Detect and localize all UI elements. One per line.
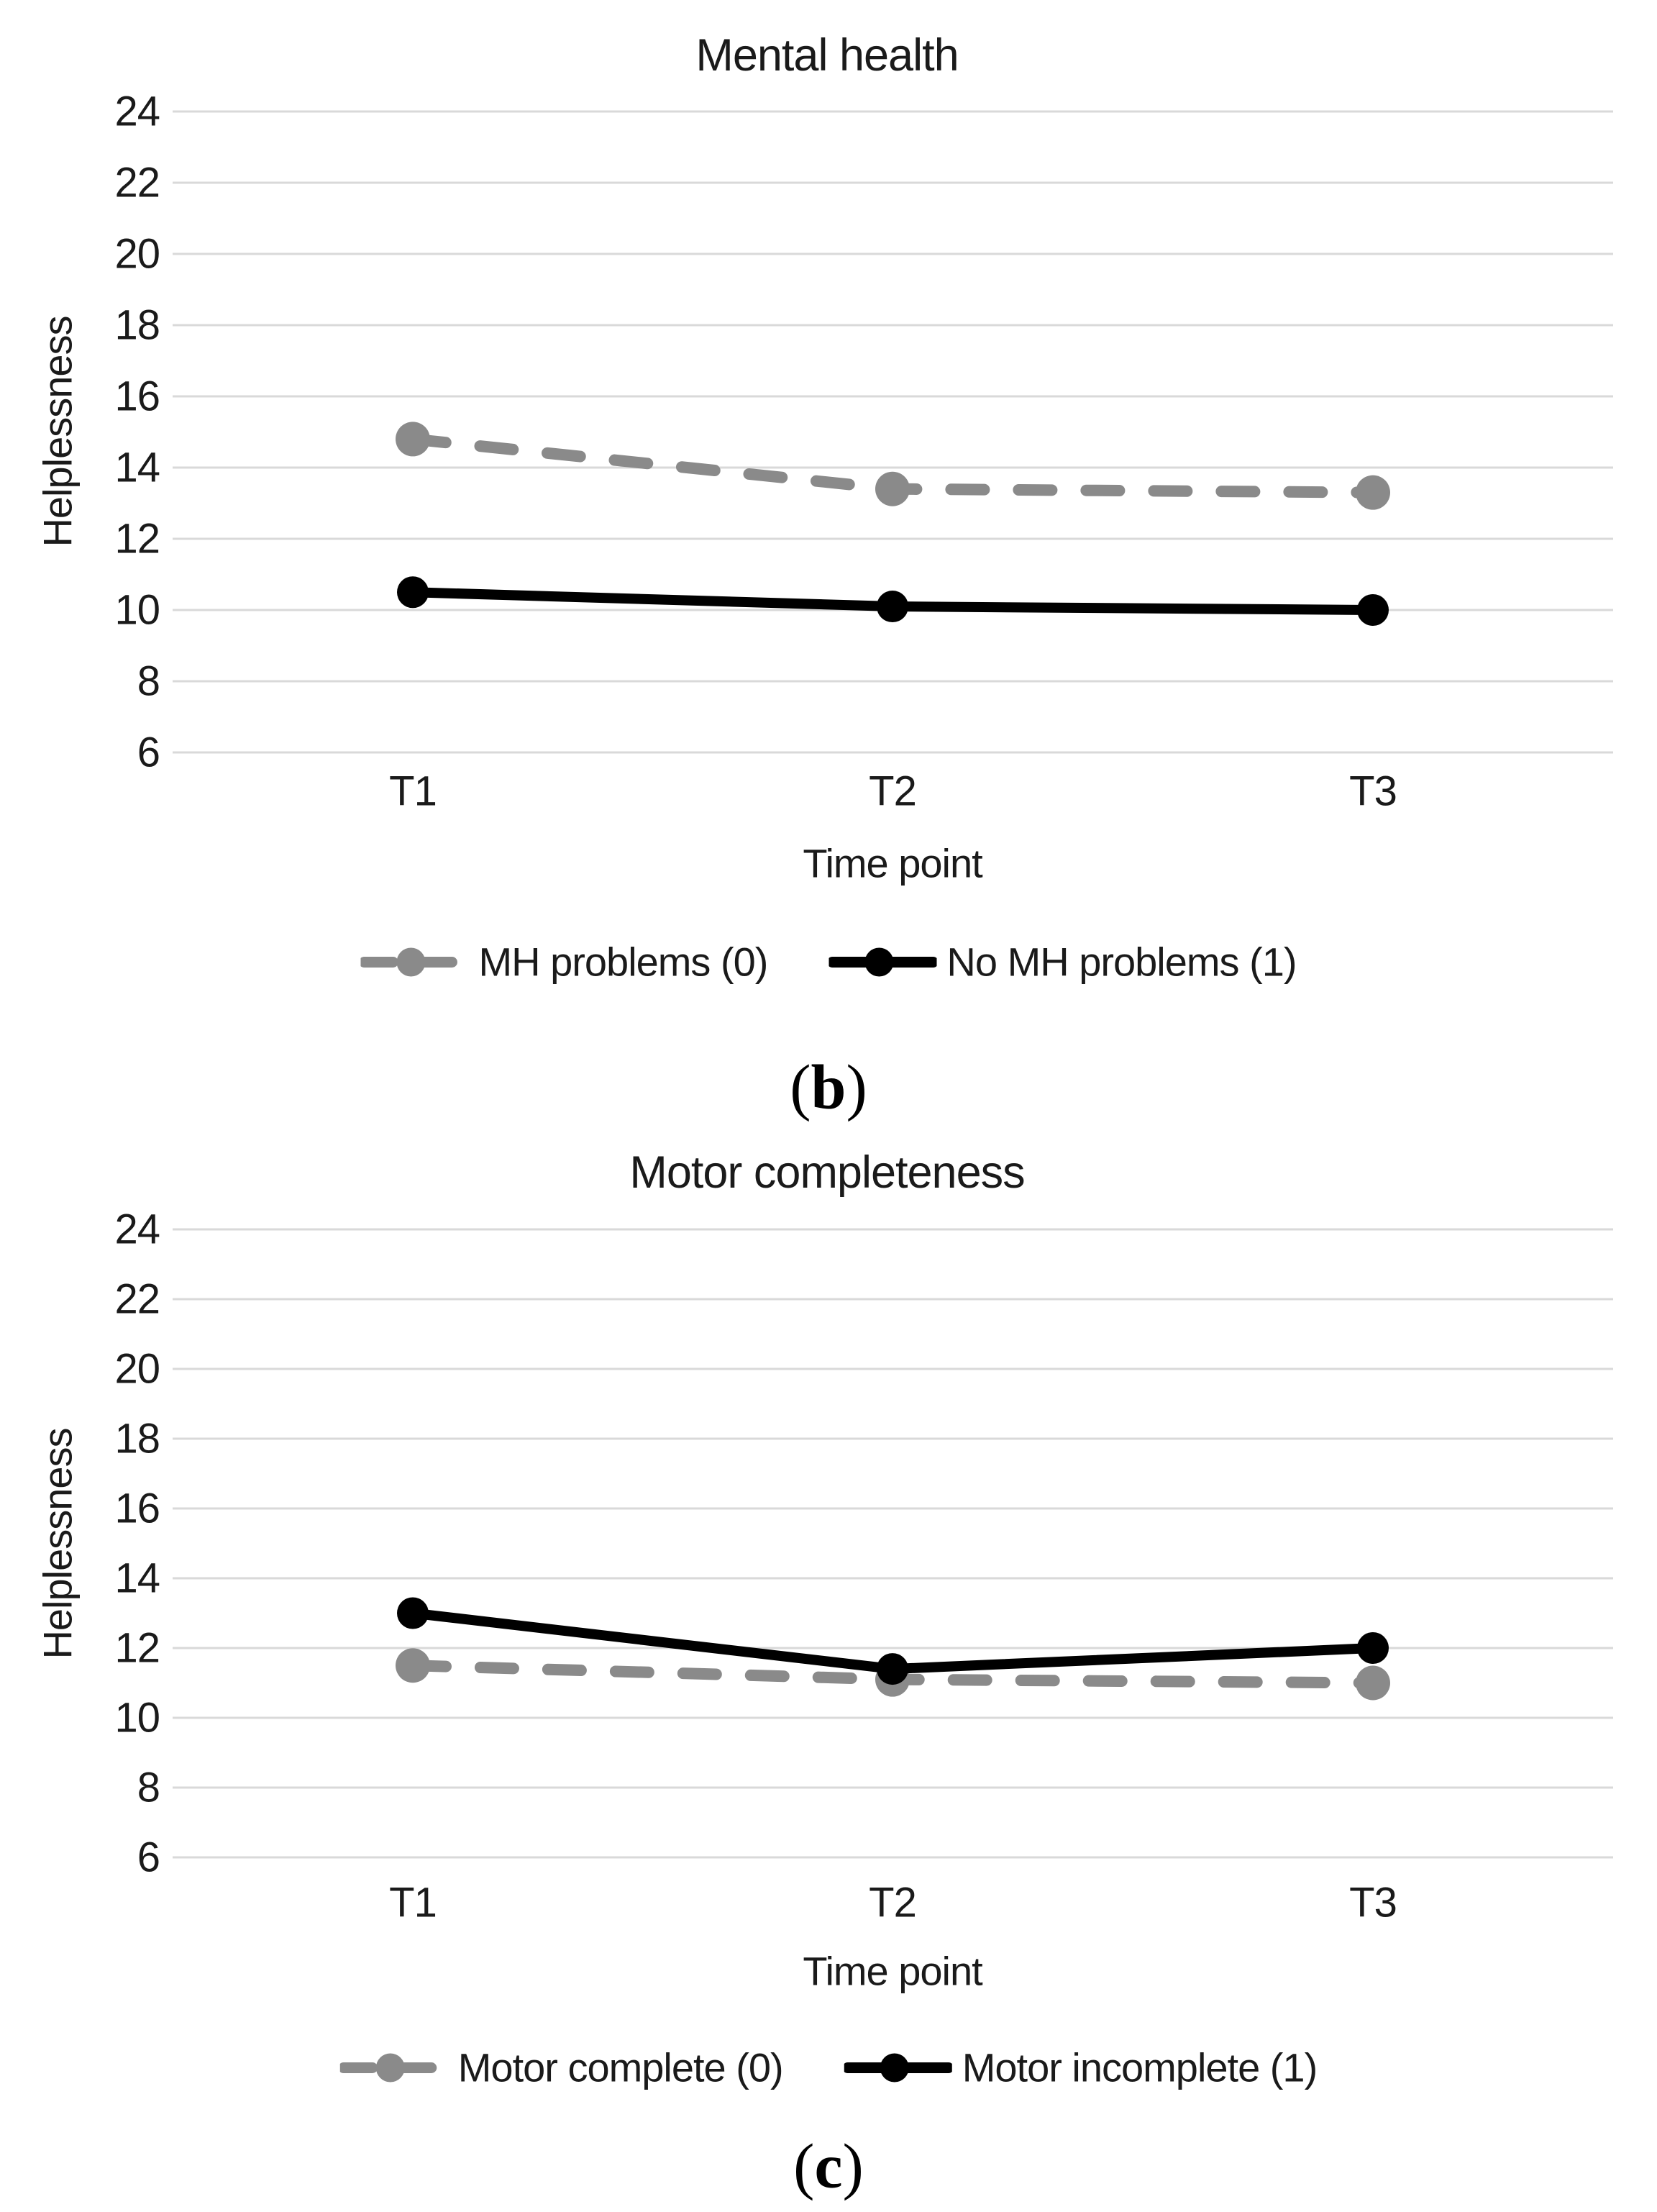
legend-marker-icon <box>828 947 937 976</box>
legend-item: MH problems (0) <box>360 939 768 986</box>
y-tick-label: 10 <box>114 586 160 634</box>
data-point-marker <box>397 576 429 609</box>
legend-label: Motor complete (0) <box>457 2044 784 2090</box>
x-tick-label: T3 <box>1349 1879 1397 1926</box>
legend-label: Motor incomplete (1) <box>962 2044 1318 2090</box>
legend: Motor complete (0) Motor incomplete (1) <box>339 2044 1318 2091</box>
panel-label-paren: ( <box>793 2131 815 2202</box>
legend-label: No MH problems (1) <box>946 939 1297 985</box>
x-tick-label: T3 <box>1349 768 1397 815</box>
y-tick-label: 20 <box>114 230 160 278</box>
legend: MH problems (0) No MH problems (1) <box>360 939 1297 986</box>
y-tick-label: 10 <box>114 1694 160 1742</box>
data-point-marker <box>396 1648 430 1683</box>
x-tick-label: T2 <box>869 1879 917 1926</box>
y-tick-label: 6 <box>137 1834 160 1881</box>
y-tick-label: 14 <box>114 1555 160 1602</box>
legend-item: No MH problems (1) <box>828 939 1297 986</box>
legend-marker-icon <box>339 2053 448 2082</box>
data-point-marker <box>1356 1665 1390 1701</box>
y-tick-label: 8 <box>137 1764 160 1811</box>
data-point-marker <box>875 471 910 506</box>
panel-label-letter: c <box>814 2131 843 2202</box>
panel-label-paren: ) <box>846 1052 867 1123</box>
data-point-marker <box>877 1653 908 1685</box>
legend-item: Motor complete (0) <box>339 2044 784 2091</box>
data-point-marker <box>1357 1632 1389 1664</box>
y-tick-label: 18 <box>114 301 160 349</box>
y-tick-label: 14 <box>114 444 160 491</box>
data-point-marker <box>1356 475 1390 510</box>
y-tick-label: 24 <box>114 88 160 135</box>
panel-label: (b) <box>790 1052 867 1124</box>
legend-label: MH problems (0) <box>478 939 768 985</box>
x-axis-label-bottom: Time point <box>803 1948 982 1994</box>
y-tick-label: 24 <box>114 1206 160 1253</box>
legend-marker-icon <box>844 2053 952 2082</box>
y-tick-label: 12 <box>114 515 160 563</box>
y-tick-label: 22 <box>114 1275 160 1323</box>
y-tick-label: 6 <box>137 729 160 776</box>
panel-label-paren: ) <box>842 2131 864 2202</box>
legend-item: Motor incomplete (1) <box>844 2044 1318 2091</box>
y-tick-label: 12 <box>114 1624 160 1672</box>
chart-title-bottom: Motor completeness <box>629 1147 1025 1198</box>
y-tick-label: 16 <box>114 1485 160 1532</box>
y-tick-label: 18 <box>114 1415 160 1462</box>
x-tick-label: T2 <box>869 768 917 815</box>
panel-label-paren: ( <box>790 1052 811 1123</box>
x-axis-label-top: Time point <box>803 840 982 886</box>
legend-marker-icon <box>360 947 469 976</box>
data-point-marker <box>1357 594 1389 626</box>
x-tick-label: T1 <box>389 1879 437 1926</box>
x-tick-label: T1 <box>389 768 437 815</box>
chart-title-top: Mental health <box>695 30 959 81</box>
y-tick-label: 20 <box>114 1345 160 1393</box>
y-tick-label: 16 <box>114 373 160 420</box>
data-point-marker <box>396 422 430 457</box>
y-tick-label: 22 <box>114 159 160 206</box>
data-point-marker <box>397 1597 429 1629</box>
panel-label-letter: b <box>811 1052 846 1123</box>
data-point-marker <box>877 591 908 623</box>
y-axis-label-top: Helplessness <box>35 316 81 547</box>
y-tick-label: 8 <box>137 657 160 705</box>
panel-label: (c) <box>793 2131 864 2203</box>
